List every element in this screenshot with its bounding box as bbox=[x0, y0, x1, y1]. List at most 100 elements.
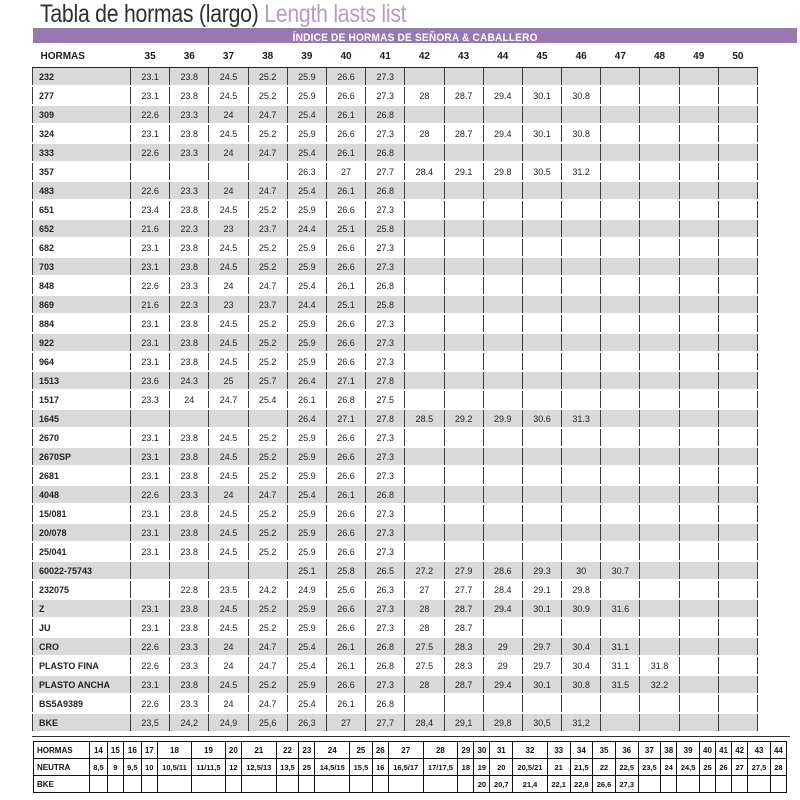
size-value-cell bbox=[678, 200, 719, 220]
size-value-cell: 23.4 bbox=[129, 200, 170, 220]
neutra-value-cell: 16 bbox=[371, 758, 389, 776]
size-value-cell: 25.4 bbox=[286, 694, 327, 714]
size-value-cell: 28 bbox=[404, 618, 444, 638]
size-value-cell bbox=[600, 713, 640, 733]
size-value-cell: 24 bbox=[208, 694, 249, 714]
row-name-cell: 25/041 bbox=[32, 542, 131, 562]
size-value-cell: 27.3 bbox=[365, 352, 405, 372]
size-value-cell bbox=[639, 485, 680, 505]
size-value-cell bbox=[129, 409, 170, 429]
size-value-cell bbox=[482, 447, 523, 467]
neutra-value-cell: 27 bbox=[731, 758, 749, 776]
size-value-cell bbox=[404, 371, 444, 391]
size-value-cell: 30.8 bbox=[561, 86, 601, 106]
size-value-cell: 31.1 bbox=[600, 637, 640, 657]
size-value-cell bbox=[600, 143, 640, 163]
bke-value-cell bbox=[715, 775, 733, 793]
size-value-cell bbox=[404, 295, 444, 315]
size-value-cell bbox=[678, 409, 719, 429]
size-value-cell bbox=[639, 200, 680, 220]
size-value-cell bbox=[717, 599, 759, 619]
size-value-cell bbox=[129, 580, 170, 600]
neutra-value-cell: 10 bbox=[140, 758, 158, 776]
size-value-cell bbox=[678, 314, 719, 334]
size-value-cell: 23.1 bbox=[129, 314, 170, 334]
size-value-cell bbox=[717, 675, 759, 695]
neutra-value-cell: 10,5/11 bbox=[156, 758, 193, 776]
size-value-cell bbox=[561, 238, 601, 258]
size-value-cell bbox=[600, 428, 640, 448]
size-value-cell: 26.6 bbox=[325, 466, 366, 486]
size-value-cell: 24 bbox=[208, 276, 249, 296]
size-value-cell bbox=[561, 143, 601, 163]
size-value-cell: 25.9 bbox=[286, 542, 327, 562]
bke-value-cell bbox=[298, 775, 316, 793]
size-value-cell: 24.4 bbox=[286, 219, 327, 239]
size-value-cell bbox=[678, 371, 719, 391]
size-value-cell bbox=[717, 618, 759, 638]
size-value-cell: 27.3 bbox=[365, 447, 405, 467]
table-row: 333 22.6 23.3 24 24.7 25.4 26.1 26.8 bbox=[32, 143, 759, 163]
size-value-cell: 27.3 bbox=[365, 200, 405, 220]
size-value-cell: 27.8 bbox=[365, 371, 405, 391]
size-value-cell: 30.5 bbox=[521, 162, 562, 182]
size-value-cell bbox=[561, 504, 601, 524]
table-row: 309 22.6 23.3 24 24.7 25.4 26.1 26.8 bbox=[32, 105, 759, 125]
size-value-cell: 23.8 bbox=[169, 504, 209, 524]
size-value-cell bbox=[482, 694, 523, 714]
size-value-cell: 23 bbox=[208, 295, 249, 315]
size-value-cell bbox=[443, 447, 484, 467]
size-value-cell: 25.9 bbox=[286, 466, 327, 486]
size-value-cell: 23.1 bbox=[129, 238, 170, 258]
size-value-cell: 29.3 bbox=[521, 561, 562, 581]
size-value-cell bbox=[678, 219, 719, 239]
bke-value-cell bbox=[275, 775, 300, 793]
row-name-cell: 703 bbox=[32, 257, 131, 277]
size-value-cell: 23.8 bbox=[169, 67, 209, 87]
size-value-cell: 26.3 bbox=[286, 162, 327, 182]
size-value-cell: 25.2 bbox=[247, 352, 288, 372]
bke-value-cell bbox=[122, 775, 142, 793]
size-header-cell: 50 bbox=[718, 46, 758, 68]
size-value-cell: 24.5 bbox=[208, 428, 249, 448]
size-value-cell: 25.4 bbox=[286, 637, 327, 657]
size-value-cell: 28.7 bbox=[443, 618, 484, 638]
size-value-cell: 23.8 bbox=[169, 124, 209, 144]
size-value-cell bbox=[443, 542, 484, 562]
size-value-cell: 28.5 bbox=[404, 409, 444, 429]
size-value-cell: 27.3 bbox=[365, 542, 405, 562]
size-value-cell: 24 bbox=[208, 637, 249, 657]
row-name-cell: 333 bbox=[32, 143, 131, 163]
size-value-cell bbox=[208, 409, 249, 429]
table-row: Z 23.1 23.8 24.5 25.2 25.9 26.6 27.3 28 28.7 29.4 3… bbox=[32, 599, 759, 619]
neutra-value-cell: 9 bbox=[106, 758, 124, 776]
size-value-cell: 30.4 bbox=[561, 656, 601, 676]
size-value-cell: 23.8 bbox=[169, 428, 209, 448]
size-value-cell: 23.8 bbox=[169, 675, 209, 695]
neutra-value-cell: 24,5 bbox=[676, 758, 700, 776]
size-value-cell: 31.8 bbox=[639, 656, 680, 676]
size-value-cell: 27.7 bbox=[443, 580, 484, 600]
conversion-header-row: HORMAS 14 15 16 17 18 19 20 21 22 23 24 25 26 27 28 29 30… bbox=[33, 741, 788, 759]
size-value-cell: 30.7 bbox=[600, 561, 640, 581]
size-value-cell bbox=[600, 618, 640, 638]
size-value-cell bbox=[639, 352, 680, 372]
neutra-value-cell: 19 bbox=[473, 758, 491, 776]
size-value-cell bbox=[600, 504, 640, 524]
size-value-cell: 23,5 bbox=[129, 713, 170, 733]
size-value-cell: 30.6 bbox=[521, 409, 562, 429]
table-row: 2670 23.1 23.8 24.5 25.2 25.9 26.6 27.3 bbox=[32, 428, 759, 448]
size-value-cell: 25.2 bbox=[247, 675, 288, 695]
size-value-cell: 31,2 bbox=[561, 713, 601, 733]
size-value-cell bbox=[443, 333, 484, 353]
size-value-cell bbox=[600, 694, 640, 714]
size-value-cell bbox=[717, 105, 759, 125]
size-value-cell bbox=[678, 295, 719, 315]
size-value-cell: 28.6 bbox=[482, 561, 523, 581]
size-value-cell bbox=[404, 143, 444, 163]
size-value-cell bbox=[404, 352, 444, 372]
size-header-cell: 42 bbox=[404, 46, 444, 68]
size-value-cell bbox=[443, 352, 484, 372]
size-value-cell: 27.1 bbox=[325, 371, 366, 391]
